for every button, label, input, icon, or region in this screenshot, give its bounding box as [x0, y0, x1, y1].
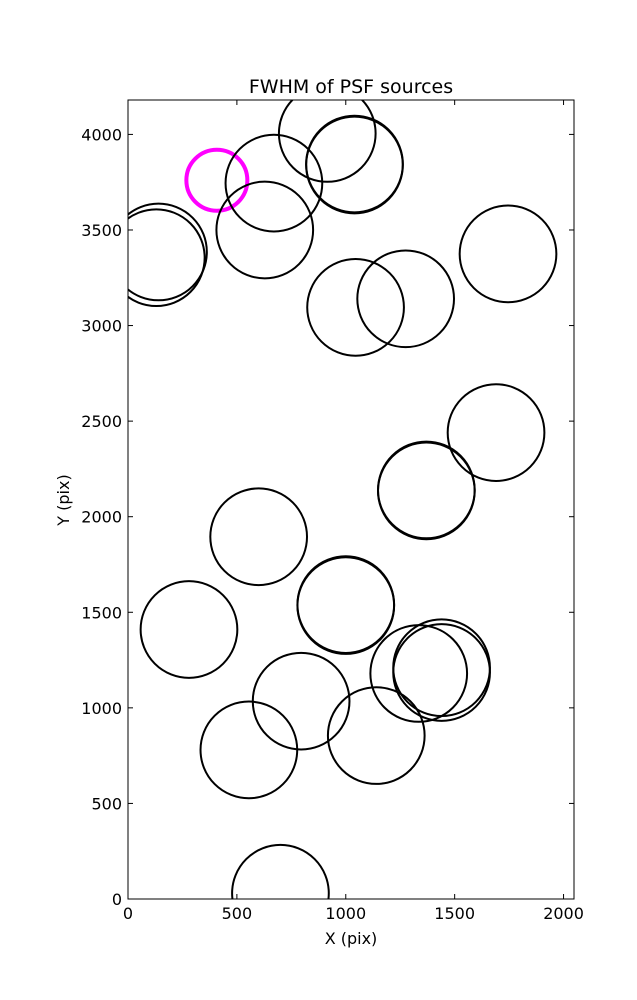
- x-tick-label: 2000: [543, 904, 584, 923]
- plot-frame: [127, 99, 575, 900]
- source-circle: [392, 623, 491, 722]
- source-circle: [209, 487, 309, 587]
- source-circle: [356, 249, 456, 349]
- source-circle: [392, 618, 491, 718]
- x-tick-label: 1000: [325, 904, 366, 923]
- x-tick-label: 1500: [434, 904, 475, 923]
- source-circle: [139, 580, 239, 679]
- source-circle: [128, 202, 208, 302]
- source-circle: [277, 100, 377, 183]
- y-axis-label: Y (pix): [54, 474, 73, 526]
- y-axis-ticks: 0 500 1000 1500 2000 2500 3000 3500 4000: [81, 125, 574, 909]
- source-circle: [251, 651, 351, 751]
- x-tick-label: 0: [123, 904, 133, 923]
- x-tick-label: 500: [222, 904, 253, 923]
- source-circle: [215, 180, 315, 280]
- source-circle: [458, 204, 558, 304]
- source-circle: [326, 686, 426, 785]
- y-tick-label: 1500: [81, 603, 122, 622]
- x-axis-label: X (pix): [325, 929, 378, 948]
- chart-title: FWHM of PSF sources: [249, 76, 453, 98]
- y-tick-label: 4000: [81, 125, 122, 144]
- source-circle: [231, 843, 330, 899]
- plot-area: [127, 99, 575, 900]
- y-tick-label: 2500: [81, 412, 122, 431]
- source-circle: [296, 556, 396, 655]
- y-tick-label: 3500: [81, 221, 122, 240]
- y-tick-label: 2000: [81, 508, 122, 527]
- y-tick-label: 500: [91, 794, 122, 813]
- source-circle: [377, 441, 476, 541]
- y-tick-label: 0: [112, 890, 122, 909]
- y-tick-label: 1000: [81, 699, 122, 718]
- source-circle: [128, 208, 206, 308]
- highlighted-source-circle: [184, 147, 250, 213]
- source-circle: [446, 383, 546, 482]
- source-circles: [128, 100, 558, 899]
- x-axis-ticks: 0 500 1000 1500 2000: [123, 100, 584, 923]
- y-tick-label: 3000: [81, 317, 122, 336]
- source-circle: [369, 624, 469, 723]
- source-circle: [199, 700, 299, 800]
- source-circle: [306, 258, 405, 357]
- source-circle: [305, 114, 404, 214]
- source-circle: [224, 133, 324, 233]
